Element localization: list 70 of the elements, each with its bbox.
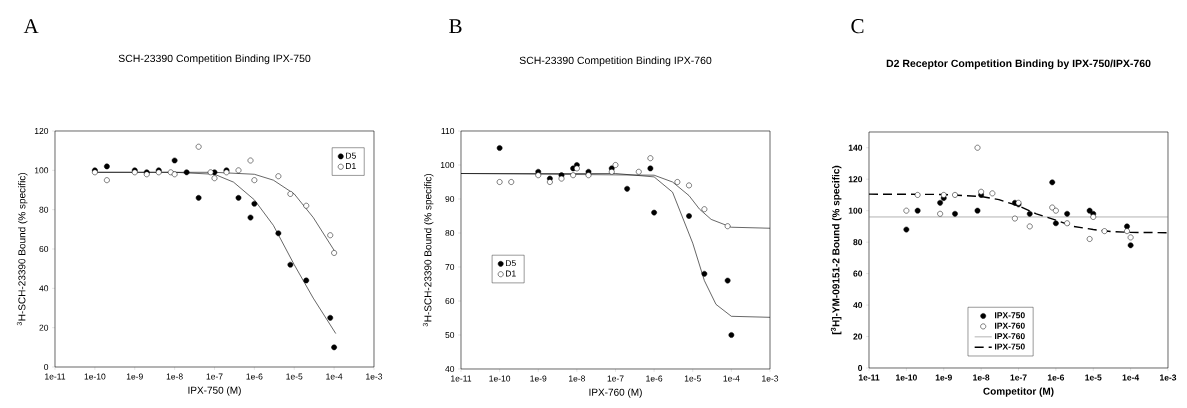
y-tick-label: 70 — [445, 264, 455, 271]
chart-subtitle: SCH-23390 Competition Binding IPX-760 — [519, 56, 712, 67]
x-tick-label: 1e-9 — [935, 374, 952, 381]
x-tick-label: 1e-8 — [569, 375, 586, 382]
y-tick-label: 140 — [848, 144, 863, 151]
y-axis-title: [$^{3}$H]-YM-09151-2 Bound (% specific) — [830, 165, 842, 335]
legend-label: D1 — [346, 163, 356, 169]
y-tick-label: 120 — [34, 128, 49, 135]
y-tick-label: 80 — [445, 230, 455, 237]
y-tick-label: 60 — [445, 298, 455, 304]
x-tick-label: 1e-6 — [646, 375, 663, 382]
x-tick-label: 1e-11 — [858, 374, 880, 381]
x-axis-title: IPX-760 (M) — [589, 388, 642, 398]
chart-title: B — [449, 19, 462, 34]
x-tick-label: 1e-10 — [84, 373, 106, 380]
x-tick-label: 1e-6 — [1047, 374, 1065, 381]
y-tick-label: 40 — [853, 302, 863, 309]
x-axis-title: IPX-750 (M) — [188, 386, 241, 396]
x-tick-label: 1e-8 — [973, 374, 990, 381]
x-tick-label: 1e-9 — [126, 373, 143, 380]
x-tick-label: 1e-7 — [206, 373, 223, 380]
x-tick-label: 1e-5 — [684, 375, 701, 382]
legend-label: IPX-760 — [995, 322, 1025, 329]
x-tick-label: 1e-11 — [451, 375, 472, 382]
y-tick-label: 100 — [848, 207, 863, 214]
x-tick-label: 1e-3 — [762, 375, 779, 382]
x-tick-label: 1e-7 — [607, 375, 624, 382]
x-tick-label: 1e-5 — [1085, 374, 1102, 381]
x-tick-label: 1e-4 — [326, 373, 343, 380]
x-tick-label: 1e-10 — [489, 375, 511, 382]
chart-subtitle: D2 Receptor Competition Binding by IPX-750/IPX-760 — [886, 59, 1151, 70]
y-tick-label: 100 — [440, 162, 455, 169]
x-tick-label: 1e-10 — [896, 374, 917, 381]
y-tick-label: 40 — [445, 366, 455, 372]
y-tick-label: 100 — [34, 167, 49, 174]
y-tick-label: 110 — [441, 128, 455, 135]
y-tick-label: 90 — [445, 196, 455, 203]
legend-label: D5 — [505, 260, 516, 267]
y-axis-title: $^{3}$H-SCH-23390 Bound (% specific) — [16, 172, 28, 326]
y-tick-label: 60 — [39, 246, 49, 252]
y-tick-label: 60 — [853, 270, 863, 277]
x-tick-label: 1e-5 — [286, 373, 303, 380]
chart-title: C — [851, 19, 864, 34]
legend-label: D5 — [346, 152, 356, 159]
y-tick-label: 20 — [853, 333, 863, 340]
legend-label: IPX-760 — [995, 333, 1025, 340]
legend-label: IPX-750 — [995, 312, 1025, 319]
x-tick-label: 1e-4 — [723, 375, 740, 382]
x-tick-label: 1e-11 — [45, 373, 66, 380]
legend-label: IPX-750 — [995, 343, 1025, 350]
legend-label: D1 — [505, 270, 516, 277]
y-axis-title: $^{3}$H-SCH-23390 Bound (% specific) — [422, 173, 434, 327]
x-tick-label: 1e-9 — [530, 375, 547, 382]
y-tick-label: 80 — [39, 206, 49, 213]
x-tick-label: 1e-7 — [1010, 374, 1027, 381]
y-tick-label: 0 — [44, 364, 49, 370]
x-axis-title: Competitor (M) — [983, 387, 1054, 397]
y-tick-label: 80 — [853, 239, 863, 246]
y-tick-label: 120 — [848, 176, 863, 183]
y-tick-label: 0 — [858, 365, 863, 371]
chart-subtitle: SCH-23390 Competition Binding IPX-750 — [118, 54, 311, 65]
x-tick-label: 1e-6 — [246, 373, 263, 380]
x-tick-label: 1e-4 — [1122, 374, 1140, 381]
y-tick-label: 20 — [39, 324, 49, 331]
x-tick-label: 1e-8 — [166, 373, 183, 380]
chart-title: A — [23, 19, 39, 33]
x-tick-label: 1e-3 — [1160, 374, 1177, 381]
y-tick-label: 50 — [445, 332, 455, 338]
x-tick-label: 1e-3 — [366, 373, 383, 380]
y-tick-label: 40 — [39, 285, 49, 292]
